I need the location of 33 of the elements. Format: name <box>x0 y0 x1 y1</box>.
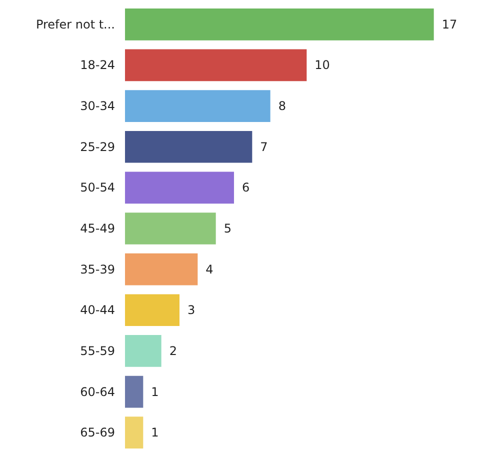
y-tick-label: 50-54 <box>80 180 115 195</box>
y-tick-label: 40-44 <box>80 303 115 318</box>
data-label: 1 <box>151 426 159 440</box>
data-label: 8 <box>278 99 286 114</box>
data-label: 10 <box>314 58 330 72</box>
y-tick-label: 60-64 <box>80 384 115 399</box>
data-label: 5 <box>224 222 232 236</box>
bar <box>125 130 252 163</box>
data-label: 1 <box>151 384 159 399</box>
data-label: 17 <box>442 17 458 32</box>
bar <box>125 376 144 408</box>
y-tick-label: 25-29 <box>80 140 115 154</box>
bar <box>125 212 216 244</box>
data-label: 4 <box>206 262 214 276</box>
y-tick-label: 35-39 <box>80 262 115 276</box>
y-tick-label: 65-69 <box>80 426 115 440</box>
y-tick-label: Prefer not t... <box>36 17 115 32</box>
bar <box>125 90 270 122</box>
bar <box>125 253 198 286</box>
y-tick-label: 30-34 <box>80 99 115 114</box>
y-tick-label: 18-24 <box>80 58 115 72</box>
bar <box>125 49 307 82</box>
data-label: 6 <box>242 180 250 195</box>
y-tick-label: 45-49 <box>80 222 115 236</box>
bar <box>125 294 180 326</box>
y-tick-label: 55-59 <box>80 344 115 358</box>
bar <box>125 172 234 204</box>
bar <box>125 335 162 367</box>
bar <box>125 8 434 40</box>
data-label: 7 <box>260 140 268 154</box>
bar <box>125 416 144 449</box>
data-label: 2 <box>169 344 177 358</box>
data-label: 3 <box>188 303 196 318</box>
